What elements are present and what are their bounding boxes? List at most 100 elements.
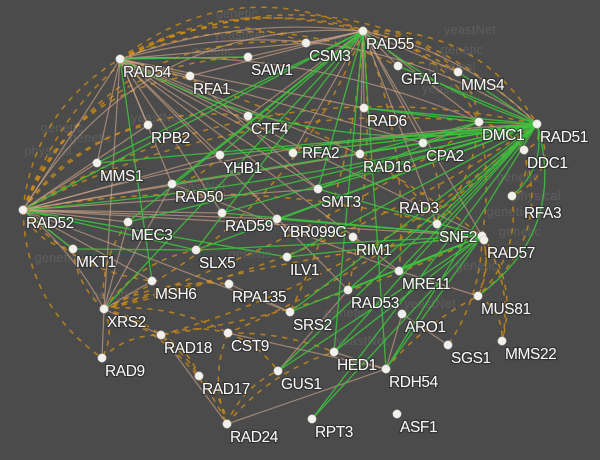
node-MRE11[interactable]: [394, 266, 404, 276]
node-SMT3[interactable]: [313, 184, 323, 194]
edge-RAD51-GUS1: [277, 123, 538, 372]
node-YHB1[interactable]: [215, 150, 225, 160]
node-RAD59[interactable]: [217, 208, 227, 218]
node-RAD6[interactable]: [359, 103, 369, 113]
node-CSM3[interactable]: [301, 38, 311, 48]
node-RAD54[interactable]: [115, 54, 125, 64]
edge-RDH54-MUS81: [385, 295, 479, 370]
node-RPT3[interactable]: [307, 414, 317, 424]
node-CPA2[interactable]: [418, 138, 428, 148]
node-label-RAD53: RAD53: [351, 295, 399, 312]
node-CTF4[interactable]: [243, 111, 253, 121]
node-YBR099C[interactable]: [272, 214, 282, 224]
watermark-text: genetic: [35, 251, 77, 265]
node-RFA3[interactable]: [507, 191, 517, 201]
node-CST9[interactable]: [223, 328, 233, 338]
node-label-RPT3: RPT3: [315, 424, 353, 441]
edge-RAD55-CPA2: [362, 30, 424, 144]
edge-RAD54-RAD59: [119, 58, 223, 214]
edge-RAD52-CTF4: [22, 113, 249, 211]
edge-RAD55-GFA1: [362, 30, 399, 67]
node-ILV1[interactable]: [282, 252, 292, 262]
node-XRS2[interactable]: [99, 304, 109, 314]
node-RPB2[interactable]: [143, 120, 153, 130]
edge-SNF2-RPT3: [311, 235, 483, 420]
node-SAW1[interactable]: [243, 52, 253, 62]
node-RAD16[interactable]: [355, 149, 365, 159]
edge-RAD52-SNF2: [22, 209, 483, 237]
node-label-MEC3: MEC3: [131, 227, 172, 244]
node-label-SGS1: SGS1: [451, 350, 491, 367]
edge-RAD55-DMC1: [362, 30, 480, 123]
node-label-YHB1: YHB1: [223, 160, 262, 177]
node-RAD57[interactable]: [479, 235, 489, 245]
node-RAD52[interactable]: [18, 205, 28, 215]
edge-SNF2-SMT3: [317, 188, 483, 237]
node-MUS81[interactable]: [473, 291, 483, 301]
edge-RAD51-MUS81: [477, 123, 546, 297]
watermark-text: physical: [428, 60, 476, 74]
edge-RAD55-XRS2: [103, 30, 364, 310]
edge-RAD54-SAW1: [119, 56, 249, 60]
node-RFA2[interactable]: [288, 148, 298, 158]
edge-RAD55-MRE11: [362, 30, 402, 272]
node-MEC3[interactable]: [123, 217, 133, 227]
edge-RAD52-DMC1: [22, 116, 480, 211]
node-RAD9[interactable]: [97, 353, 107, 363]
node-ARO1[interactable]: [397, 309, 407, 319]
node-RAD3[interactable]: [432, 219, 442, 229]
node-RAD55[interactable]: [358, 26, 368, 36]
edge-RAD24-RAD18: [160, 334, 228, 425]
node-RAD53[interactable]: [343, 285, 353, 295]
node-RPA135[interactable]: [224, 279, 234, 289]
node-label-RAD16: RAD16: [363, 159, 411, 176]
node-MSH6[interactable]: [147, 276, 157, 286]
node-RFA1[interactable]: [185, 71, 195, 81]
node-RAD18[interactable]: [156, 330, 166, 340]
edge-RAD51-XRS2: [103, 123, 538, 310]
node-DMC1[interactable]: [474, 117, 484, 127]
node-MKT1[interactable]: [68, 244, 78, 254]
node-GUS1[interactable]: [273, 366, 283, 376]
node-ASF1[interactable]: [392, 409, 402, 419]
edge-RAD51-RAD6: [363, 107, 538, 125]
node-GFA1[interactable]: [393, 61, 403, 71]
edge-RAD55-RDH54: [362, 30, 387, 370]
edge-RAD54-CTF4: [119, 58, 249, 117]
edge-RAD54-CSM3: [119, 26, 307, 60]
edge-RAD52-RAD59: [22, 209, 223, 214]
edge-RAD51-CST9: [227, 123, 538, 334]
edge-ARO1-SGS1: [401, 313, 449, 346]
edge-RAD24-RDH54: [226, 368, 387, 425]
node-SGS1[interactable]: [443, 340, 453, 350]
node-label-HED1: HED1: [337, 357, 377, 374]
node-SRS2[interactable]: [285, 307, 295, 317]
edge-RAD55-RAD51: [362, 30, 538, 125]
edge-RAD51-RDH54: [385, 123, 538, 370]
edge-RAD55-CTF4: [247, 30, 364, 117]
edge-RAD55-MMS4: [362, 30, 459, 73]
node-RAD17[interactable]: [194, 371, 204, 381]
node-MMS22[interactable]: [497, 336, 507, 346]
node-label-GUS1: GUS1: [281, 376, 322, 393]
node-MMS4[interactable]: [453, 67, 463, 77]
node-HED1[interactable]: [329, 347, 339, 357]
node-RAD24[interactable]: [222, 419, 232, 429]
node-label-MKT1: MKT1: [76, 254, 116, 271]
node-DDC1[interactable]: [519, 145, 529, 155]
node-RAD50[interactable]: [167, 179, 177, 189]
node-RAD51[interactable]: [532, 119, 542, 129]
node-RIM1[interactable]: [348, 232, 358, 242]
edge-RFA3-MUS81: [477, 195, 515, 297]
edge-SNF2-XRS2: [103, 235, 483, 310]
edge-RAD54-DMC1: [119, 56, 480, 123]
label-layer: RAD54 SAW1 RFA1 CSM3 RAD55 GFA1 MMS4 RPB2 CTF4 RA…: [25, 35, 590, 448]
node-MMS1[interactable]: [92, 158, 102, 168]
edge-RAD52-RPB2: [22, 124, 149, 211]
node-label-RAD55: RAD55: [366, 36, 414, 53]
node-RDH54[interactable]: [381, 364, 391, 374]
node-SLX5[interactable]: [191, 245, 201, 255]
edge-RAD54-RAD16: [119, 58, 361, 155]
edge-RAD55-YHB1: [219, 30, 364, 156]
